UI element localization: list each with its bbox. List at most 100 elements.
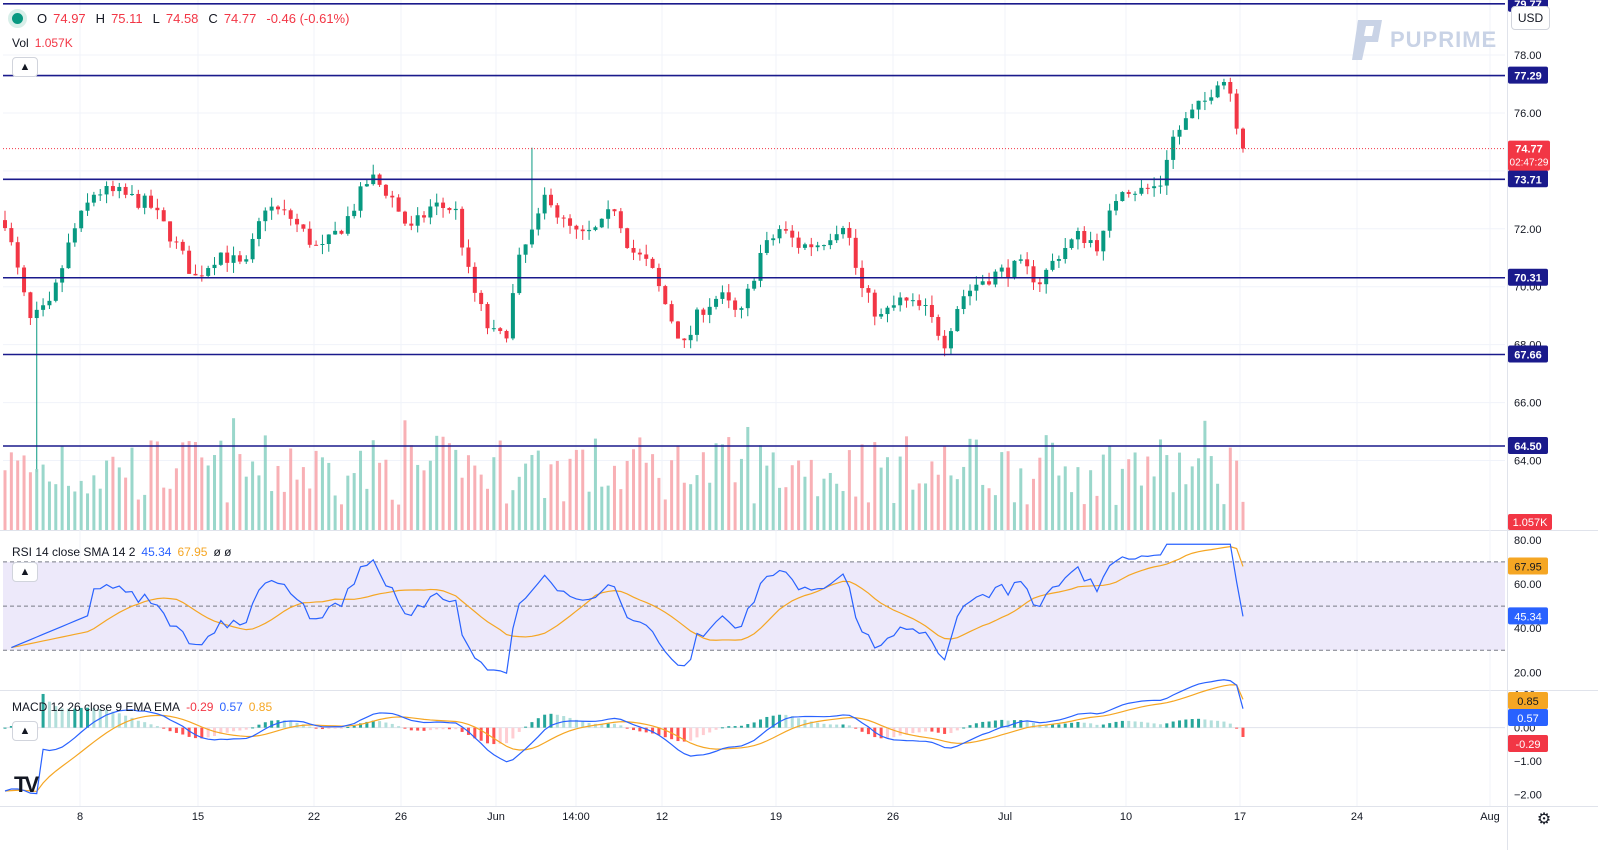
candle-body: [479, 292, 484, 305]
macd-histogram-bar: [1101, 724, 1105, 728]
candle-body: [618, 211, 623, 229]
volume-bar: [822, 478, 826, 530]
volume-bar: [600, 486, 604, 530]
volume-bar: [1127, 459, 1131, 530]
volume-bar: [701, 452, 705, 530]
volume-bar: [955, 479, 959, 530]
volume-bar: [1216, 483, 1220, 530]
candle-body: [504, 330, 509, 339]
countdown-badge-value: 02:47:29: [1510, 158, 1549, 169]
candle-body: [1088, 240, 1093, 243]
volume-badge: [1508, 514, 1552, 530]
candle-body: [1215, 85, 1220, 98]
macd-tick-label: −2.00: [1514, 789, 1542, 801]
price-pane-collapse-button[interactable]: ▲: [12, 57, 38, 77]
macd-signal-value: 0.85: [248, 700, 273, 714]
macd-histogram-bar: [943, 727, 947, 734]
level-badge: [1508, 170, 1548, 188]
macd-histogram-bar: [866, 727, 870, 735]
level-badge-label: 70.31: [1514, 273, 1542, 285]
macd-histogram-bar: [574, 719, 578, 728]
volume-bar: [727, 437, 731, 530]
macd-histogram-bar: [974, 723, 978, 728]
candle-body: [1209, 97, 1214, 101]
volume-bar: [301, 467, 305, 530]
change-value: -0.46 (-0.61%): [266, 10, 350, 26]
volume-bar: [828, 472, 832, 530]
rsi-pane-collapse-button[interactable]: ▲: [12, 562, 38, 582]
macd-histogram-bar: [612, 723, 616, 728]
volume-bar: [251, 461, 255, 530]
macd-histogram-bar: [822, 723, 826, 728]
macd-histogram-bar: [1139, 721, 1143, 728]
time-tick-label: 10: [1120, 811, 1132, 823]
candle-body: [295, 218, 300, 225]
macd-histogram-bar: [327, 727, 331, 729]
candle-body: [91, 194, 96, 203]
macd-histogram-bar: [397, 726, 401, 728]
level-badge: [1508, 268, 1548, 286]
macd-pane-collapse-button[interactable]: ▲: [12, 721, 38, 741]
time-tick-label: Jul: [998, 811, 1012, 823]
volume-bar: [543, 497, 547, 530]
candle-body: [853, 237, 858, 268]
volume-bar: [454, 449, 458, 530]
tradingview-logo-icon[interactable]: TV: [14, 772, 39, 797]
settings-gear-icon[interactable]: ⚙: [1536, 811, 1552, 828]
macd-histogram-bar: [320, 727, 324, 730]
candle-body: [1145, 187, 1150, 189]
volume-bar: [155, 441, 159, 530]
macd-histogram-bar: [295, 722, 299, 728]
macd-histogram-bar: [1203, 719, 1207, 728]
macd-histogram-bar: [54, 706, 58, 728]
candle-body: [231, 255, 236, 263]
candle-body: [815, 245, 820, 248]
candle-body: [1056, 259, 1061, 261]
candle-body: [383, 184, 388, 196]
volume-bar: [447, 443, 451, 530]
time-tick-label: 12: [656, 811, 668, 823]
macd-signal-badge-label: 0.85: [1517, 696, 1538, 708]
candle-body: [536, 213, 541, 230]
macd-histogram-bar: [117, 713, 121, 728]
volume-bar: [384, 459, 388, 530]
chevron-up-icon: ▲: [19, 61, 31, 73]
volume-bar: [257, 475, 261, 530]
macd-histogram-bar: [835, 724, 839, 728]
candle-body: [428, 206, 433, 218]
volume-bar: [187, 441, 191, 530]
macd-histogram-bar: [47, 701, 51, 728]
macd-histogram-bar: [460, 727, 464, 732]
volume-bar: [92, 475, 96, 530]
macd-histogram-bar: [727, 726, 731, 728]
candle-body: [625, 228, 630, 248]
volume-bar: [619, 489, 623, 530]
volume-bar: [1012, 502, 1016, 530]
volume-bar: [1063, 466, 1067, 530]
macd-histogram-bar: [1228, 723, 1232, 728]
candle-body: [415, 215, 420, 226]
volume-bar: [105, 460, 109, 530]
volume-bar: [1139, 485, 1143, 530]
macd-histogram-bar: [949, 727, 953, 734]
ohlc-legend: O 74.97 H 75.11 L 74.58 C 74.77 -0.46 (-0.61…: [8, 6, 353, 30]
volume-bar: [593, 438, 597, 530]
candle-body: [275, 206, 280, 210]
candle-body: [1241, 128, 1245, 149]
macd-histogram-bar: [924, 727, 928, 732]
currency-button[interactable]: USD: [1511, 6, 1550, 30]
candle-body: [1139, 187, 1144, 194]
candle-body: [288, 210, 293, 219]
volume-bar: [124, 477, 128, 530]
macd-histogram-bar: [809, 721, 813, 728]
volume-bar: [295, 479, 299, 530]
level-badge: [1508, 345, 1548, 363]
volume-bar: [149, 440, 153, 530]
macd-histogram-bar: [530, 722, 534, 728]
candle-body: [104, 186, 109, 195]
macd-histogram-bar: [1165, 723, 1169, 728]
macd-histogram-bar: [1089, 723, 1093, 728]
macd-histogram-bar: [905, 727, 909, 735]
volume-bar: [136, 499, 140, 530]
